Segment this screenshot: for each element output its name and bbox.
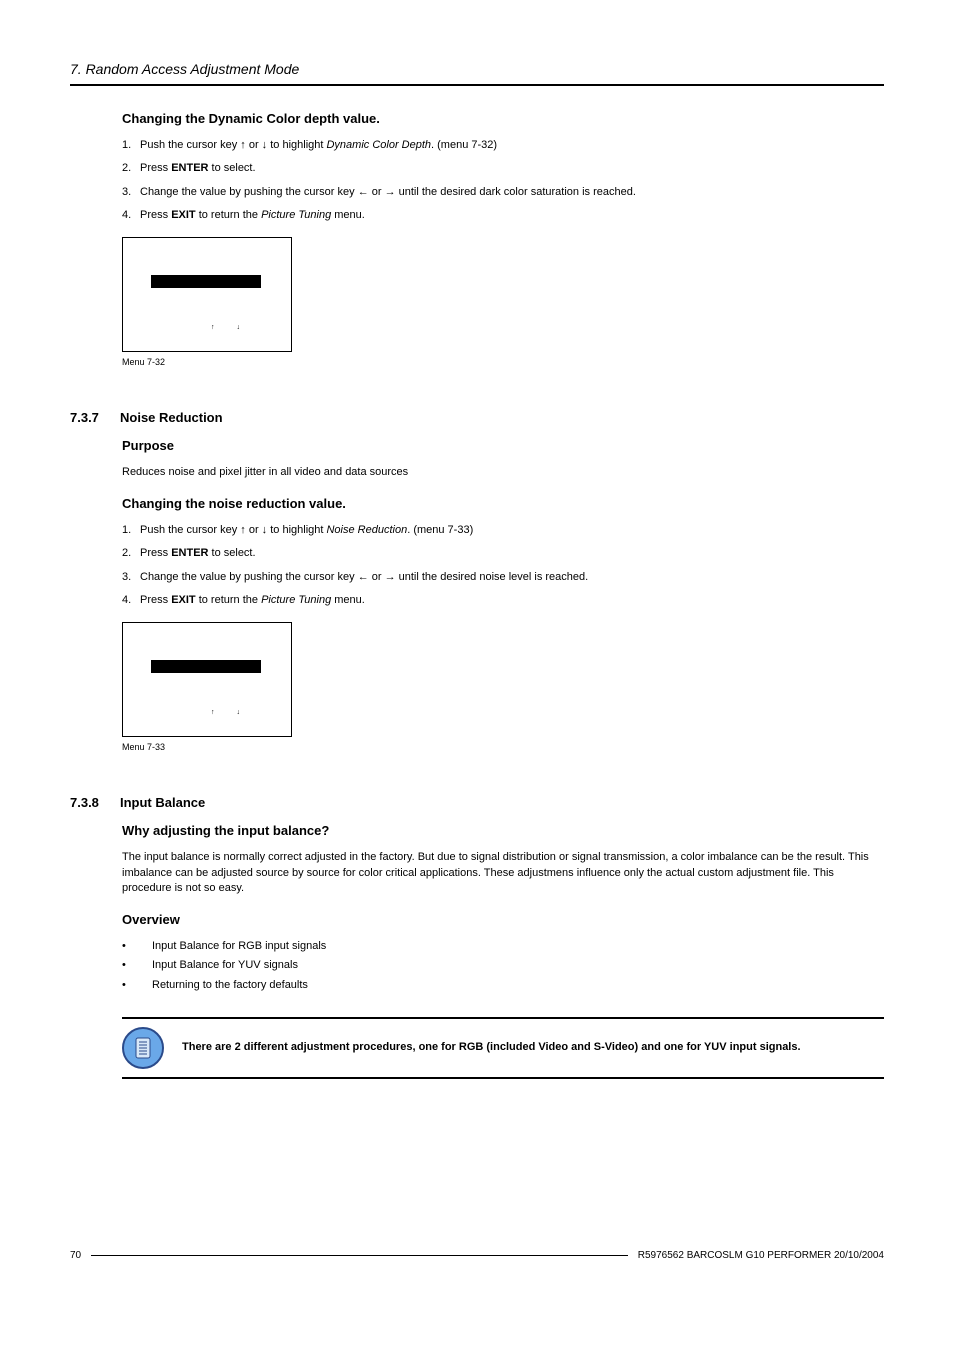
step-bold: ENTER bbox=[171, 162, 208, 174]
menu-box-732: ↑ ↓ bbox=[122, 237, 292, 352]
step-em: Picture Tuning bbox=[261, 594, 331, 606]
note-rule-bottom bbox=[122, 1077, 884, 1079]
step-text: menu. bbox=[331, 594, 365, 606]
step: Change the value by pushing the cursor k… bbox=[122, 570, 884, 585]
note-text: There are 2 different adjustment procedu… bbox=[182, 1040, 801, 1055]
steps-dcd: Push the cursor key ↑ or ↓ to highlight … bbox=[122, 138, 884, 224]
step: Push the cursor key ↑ or ↓ to highlight … bbox=[122, 523, 884, 538]
footer-line bbox=[91, 1255, 628, 1256]
step-text: Push the cursor key ↑ or ↓ to highlight bbox=[140, 524, 326, 536]
step-bold: EXIT bbox=[171, 209, 195, 221]
step: Press ENTER to select. bbox=[122, 161, 884, 176]
chapter-header: 7. Random Access Adjustment Mode bbox=[70, 60, 884, 80]
list-item: Input Balance for RGB input signals bbox=[122, 939, 884, 954]
step-text: . (menu 7-32) bbox=[431, 139, 497, 151]
note-body: There are 2 different adjustment procedu… bbox=[122, 1019, 884, 1077]
section-title-dcd: Changing the Dynamic Color depth value. bbox=[122, 110, 884, 128]
step-text: Change the value by pushing the cursor k… bbox=[140, 571, 588, 583]
change-nr-heading: Changing the noise reduction value. bbox=[122, 495, 884, 513]
step-text: . (menu 7-33) bbox=[407, 524, 473, 536]
purpose-text: Reduces noise and pixel jitter in all vi… bbox=[122, 465, 884, 480]
menu-highlight-bar bbox=[151, 275, 261, 288]
why-text: The input balance is normally correct ad… bbox=[122, 850, 884, 896]
step-text: Press bbox=[140, 162, 171, 174]
step-text: to select. bbox=[208, 547, 255, 559]
header-rule bbox=[70, 84, 884, 86]
subsection-num: 7.3.8 bbox=[70, 794, 120, 812]
step-text: menu. bbox=[331, 209, 365, 221]
step: Press EXIT to return the Picture Tuning … bbox=[122, 208, 884, 223]
menu-arrows: ↑ ↓ bbox=[211, 708, 250, 718]
step-text: to select. bbox=[208, 162, 255, 174]
step-em: Noise Reduction bbox=[326, 524, 407, 536]
overview-heading: Overview bbox=[122, 911, 884, 929]
step-bold: ENTER bbox=[171, 547, 208, 559]
step: Change the value by pushing the cursor k… bbox=[122, 185, 884, 200]
note-block: There are 2 different adjustment procedu… bbox=[122, 1017, 884, 1079]
step-text: Press bbox=[140, 209, 171, 221]
step-em: Dynamic Color Depth bbox=[326, 139, 431, 151]
step-text: Press bbox=[140, 594, 171, 606]
steps-nr: Push the cursor key ↑ or ↓ to highlight … bbox=[122, 523, 884, 609]
step-text: Change the value by pushing the cursor k… bbox=[140, 186, 636, 198]
overview-list: Input Balance for RGB input signals Inpu… bbox=[122, 939, 884, 993]
step: Press ENTER to select. bbox=[122, 546, 884, 561]
step-bold: EXIT bbox=[171, 594, 195, 606]
menu-box-733: ↑ ↓ bbox=[122, 622, 292, 737]
list-item: Input Balance for YUV signals bbox=[122, 958, 884, 973]
subsection-title: Input Balance bbox=[120, 795, 205, 810]
subsection-noise-reduction: 7.3.7Noise Reduction bbox=[70, 409, 884, 427]
page-footer: 70 R5976562 BARCOSLM G10 PERFORMER 20/10… bbox=[70, 1249, 884, 1263]
list-item: Returning to the factory defaults bbox=[122, 978, 884, 993]
menu-caption-732: Menu 7-32 bbox=[122, 356, 884, 369]
doc-reference: R5976562 BARCOSLM G10 PERFORMER 20/10/20… bbox=[638, 1249, 884, 1263]
menu-arrows: ↑ ↓ bbox=[211, 323, 250, 333]
step-text: to return the bbox=[196, 594, 261, 606]
step-em: Picture Tuning bbox=[261, 209, 331, 221]
subsection-num: 7.3.7 bbox=[70, 409, 120, 427]
menu-caption-733: Menu 7-33 bbox=[122, 741, 884, 754]
step: Press EXIT to return the Picture Tuning … bbox=[122, 593, 884, 608]
step-text: to return the bbox=[196, 209, 261, 221]
note-icon bbox=[122, 1027, 164, 1069]
step-text: Push the cursor key ↑ or ↓ to highlight bbox=[140, 139, 326, 151]
why-heading: Why adjusting the input balance? bbox=[122, 822, 884, 840]
subsection-input-balance: 7.3.8Input Balance bbox=[70, 794, 884, 812]
step: Push the cursor key ↑ or ↓ to highlight … bbox=[122, 138, 884, 153]
purpose-heading: Purpose bbox=[122, 437, 884, 455]
subsection-title: Noise Reduction bbox=[120, 410, 223, 425]
page-number: 70 bbox=[70, 1249, 81, 1263]
menu-highlight-bar bbox=[151, 660, 261, 673]
step-text: Press bbox=[140, 547, 171, 559]
